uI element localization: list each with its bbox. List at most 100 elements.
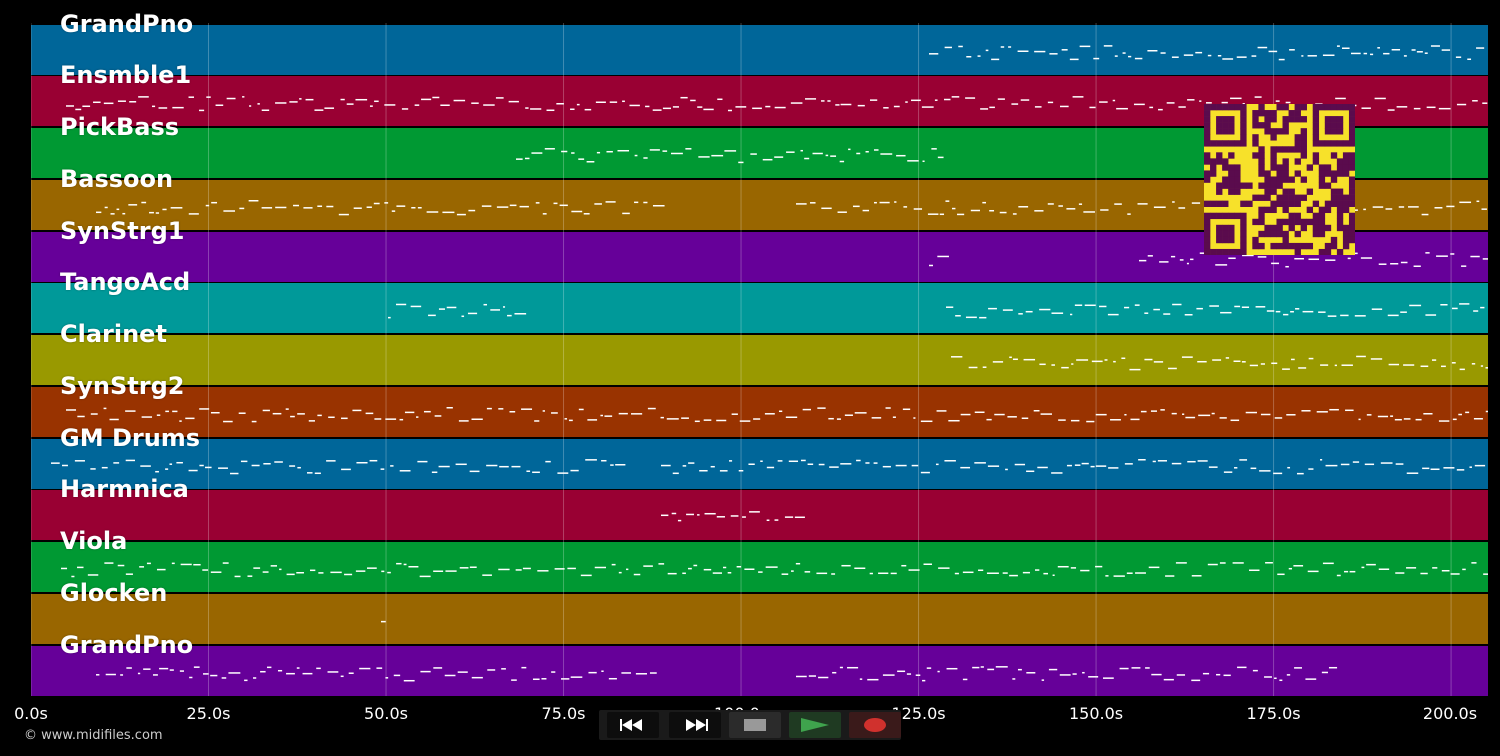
note xyxy=(171,562,175,565)
track-row[interactable]: Glocken xyxy=(31,580,1488,644)
note xyxy=(927,213,939,215)
note xyxy=(1191,575,1202,577)
note xyxy=(117,100,126,103)
note xyxy=(515,569,522,571)
note xyxy=(1406,472,1419,474)
note xyxy=(1249,364,1258,367)
track-row[interactable]: GrandPno xyxy=(31,632,1488,696)
note xyxy=(1436,254,1448,257)
note xyxy=(1134,304,1140,307)
note xyxy=(165,468,169,470)
note xyxy=(774,107,786,109)
qr-code[interactable] xyxy=(1204,104,1356,256)
note xyxy=(802,408,811,411)
note xyxy=(1113,575,1125,578)
note xyxy=(188,212,199,215)
note xyxy=(688,461,695,464)
note xyxy=(1034,209,1044,212)
record-button[interactable] xyxy=(849,712,901,738)
note xyxy=(366,567,377,570)
note xyxy=(901,565,907,567)
note xyxy=(1361,566,1365,569)
note xyxy=(1199,100,1202,103)
note xyxy=(1364,463,1375,465)
track-row[interactable]: Viola xyxy=(31,528,1488,593)
note xyxy=(373,202,380,205)
stop-button[interactable] xyxy=(729,712,781,738)
note xyxy=(432,96,440,99)
note xyxy=(922,160,925,163)
track-row[interactable]: TangoAcd xyxy=(31,269,1488,334)
note xyxy=(1474,464,1486,467)
note xyxy=(915,674,921,676)
track-row[interactable]: GM Drums xyxy=(31,425,1488,489)
note xyxy=(496,206,509,208)
track-row[interactable]: SynStrg2 xyxy=(31,373,1488,437)
note xyxy=(498,568,510,571)
note xyxy=(62,464,68,466)
note-marks xyxy=(929,44,1485,60)
track-row[interactable]: Harmnica xyxy=(31,476,1488,541)
stop-icon xyxy=(744,719,766,731)
note xyxy=(923,563,932,566)
note xyxy=(501,667,506,670)
note xyxy=(205,204,210,207)
note xyxy=(821,207,832,209)
note xyxy=(1023,359,1036,361)
note xyxy=(189,676,193,678)
note xyxy=(1047,101,1054,104)
note xyxy=(483,304,488,306)
note xyxy=(324,107,335,110)
note xyxy=(1048,668,1058,671)
note xyxy=(103,102,114,105)
note xyxy=(1061,48,1068,51)
note xyxy=(385,676,389,679)
note xyxy=(223,210,236,212)
qr-code-pattern xyxy=(1204,104,1356,256)
track-row[interactable]: GrandPno xyxy=(31,11,1488,75)
note xyxy=(1378,568,1390,571)
note xyxy=(583,212,590,215)
note xyxy=(1124,307,1130,309)
track-row[interactable]: Clarinet xyxy=(31,321,1488,386)
note xyxy=(240,460,248,462)
note xyxy=(765,106,771,108)
note xyxy=(893,106,900,108)
note xyxy=(1476,200,1480,202)
note xyxy=(561,677,570,680)
note xyxy=(522,567,531,570)
note xyxy=(618,572,622,574)
note xyxy=(384,104,396,106)
note xyxy=(879,201,890,204)
note xyxy=(1219,417,1227,419)
play-button[interactable] xyxy=(789,712,841,738)
note xyxy=(482,574,492,577)
note xyxy=(844,414,853,416)
note xyxy=(905,101,908,104)
note xyxy=(818,676,829,678)
note xyxy=(1057,566,1069,568)
note xyxy=(128,203,138,206)
fast-forward-button[interactable] xyxy=(669,712,721,738)
note xyxy=(185,417,195,419)
rewind-button[interactable] xyxy=(607,712,659,738)
note xyxy=(1034,50,1046,52)
note xyxy=(1451,362,1456,364)
note-marks xyxy=(66,406,1488,423)
note xyxy=(1145,666,1150,669)
note xyxy=(966,55,972,58)
note xyxy=(1450,573,1460,575)
note xyxy=(87,574,99,576)
note xyxy=(234,575,241,578)
note xyxy=(1095,465,1107,467)
note xyxy=(1008,45,1012,48)
transport-controls xyxy=(599,710,901,740)
note xyxy=(750,153,757,155)
note xyxy=(571,210,583,213)
note xyxy=(556,103,564,105)
note xyxy=(116,208,120,210)
note xyxy=(202,569,209,571)
note xyxy=(1395,462,1404,465)
note xyxy=(1121,357,1126,360)
note xyxy=(805,98,817,100)
